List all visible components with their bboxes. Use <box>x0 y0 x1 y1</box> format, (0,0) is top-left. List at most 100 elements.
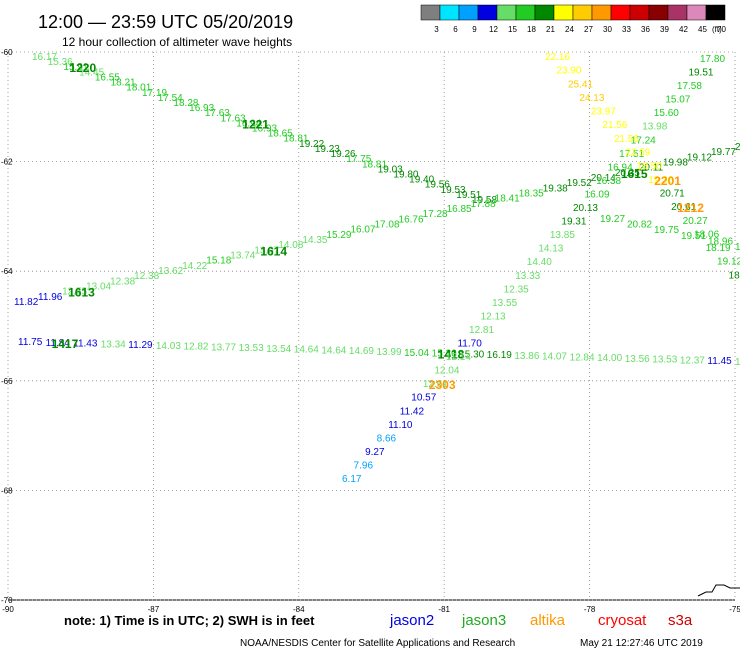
legend-label: 36 <box>641 25 650 34</box>
wave-height-value: 16.55 <box>95 72 120 83</box>
legend-label: 18 <box>527 25 536 34</box>
x-tick-label: -78 <box>584 605 596 614</box>
wave-height-value: 17.75 <box>346 154 371 165</box>
wave-height-value: 13.54 <box>266 344 291 355</box>
wave-height-value: 18.50 <box>637 161 662 172</box>
wave-height-value: 12.61 <box>423 379 448 390</box>
track-B: 11.82 11.96 12.55 13.04 12.38 12.38 13.62 14.22… <box>14 142 740 308</box>
satellite-label: altika <box>530 612 566 629</box>
wave-height-value: 19.27 <box>600 214 625 225</box>
track-D: 6.17 7.96 9.27 8.66 11.10 11.42 10.57 12.61 12.0… <box>342 54 725 485</box>
wave-height-value: 18.35 <box>519 189 544 200</box>
wave-height-value: 20.35 <box>615 168 640 179</box>
y-tick-label: -62 <box>1 158 13 167</box>
wave-height-value: 11.42 <box>400 406 425 417</box>
wave-height-value: 18.41 <box>495 194 520 205</box>
y-tick-label: -70 <box>1 596 13 605</box>
wave-height-value: 19.12 <box>717 257 740 268</box>
wave-height-value: 14.69 <box>349 346 374 357</box>
legend-swatch <box>686 4 707 21</box>
wave-height-value: 17.58 <box>677 81 702 92</box>
wave-height-value: 15.18 <box>206 256 231 267</box>
y-tick-label: -66 <box>1 377 13 386</box>
wave-height-value: 13.55 <box>492 298 517 309</box>
wave-height-value: 13.77 <box>211 342 236 353</box>
track-E: 22.16 23.90 25.41 24.13 23.97 21.56 21.56 22.59… <box>545 52 740 281</box>
legend-label: 39 <box>660 25 669 34</box>
wave-height-value: 23.97 <box>591 107 616 118</box>
wave-height-value: 18.06 <box>694 229 719 240</box>
wave-height-value: 18.01 <box>126 83 151 94</box>
wave-height-value: 14.64 <box>321 345 346 356</box>
wave-height-value: 19.03 <box>378 164 403 175</box>
legend-label: 27 <box>584 25 593 34</box>
wave-height-value: 11.96 <box>38 292 63 303</box>
wave-height-value: 16.19 <box>487 350 512 361</box>
wave-height-value: 16.09 <box>585 189 610 200</box>
wave-height-value: 13.53 <box>239 343 264 354</box>
wave-height-value: 19.22 <box>299 139 324 150</box>
wave-height-value: 19.98 <box>663 158 688 169</box>
wave-height-value: 13.62 <box>158 266 183 277</box>
footer-credit: NOAA/NESDIS Center for Satellite Applica… <box>240 638 515 649</box>
wave-height-value: 16.07 <box>350 225 375 236</box>
wave-height-value: 19.75 <box>654 225 679 236</box>
axis-labels: -90 -87 -84 -81 -78 -75 -60 -62 -64 -66 -68 -70 <box>1 48 740 614</box>
wave-height-value: 24.13 <box>579 93 604 104</box>
y-tick-label: -60 <box>1 48 13 57</box>
wave-height-value: 21.56 <box>614 134 639 145</box>
coastline <box>697 584 740 597</box>
wave-height-value: 21.56 <box>602 120 627 131</box>
wave-height-value: 12.35 <box>735 357 740 368</box>
legend-swatch <box>610 4 631 21</box>
wave-height-value: 11.75 <box>18 337 43 348</box>
wave-height-value: 14.64 <box>294 345 319 356</box>
y-tick-label: -68 <box>1 486 13 495</box>
wave-height-value: 16.93 <box>189 103 214 114</box>
wave-height-value: 19.51 <box>681 231 706 242</box>
wave-height-value: 19.77 <box>711 147 736 158</box>
wave-height-value: 15.60 <box>654 108 679 119</box>
pass-time-label: 1615 <box>621 167 648 181</box>
wave-height-value: 22.59 <box>625 148 650 159</box>
legend-swatch <box>572 4 593 21</box>
x-tick-label: -84 <box>293 605 305 614</box>
wave-height-value: 19.58 <box>472 195 497 206</box>
wave-height-value: 19.52 <box>567 178 592 189</box>
pass-time-label: 1418 <box>438 348 465 362</box>
wave-height-value: 17.63 <box>205 108 230 119</box>
page-subtitle: 12 hour collection of altimeter wave hei… <box>62 35 292 49</box>
legend-label: 21 <box>546 25 555 34</box>
wave-height-value: 17.28 <box>423 209 448 220</box>
wave-height-value: 12.37 <box>680 355 705 366</box>
wave-height-value: 17.19 <box>142 88 167 99</box>
legend-swatch <box>439 4 460 21</box>
wave-height-value: 25.41 <box>568 79 593 90</box>
wave-height-value: 8.66 <box>377 433 397 444</box>
wave-height-value: 13.98 <box>642 122 667 133</box>
wave-height-value: 16.85 <box>447 204 472 215</box>
wave-height-value: 14.22 <box>182 261 207 272</box>
satellite-tracks: 16.1715.3615.9114.4516.5518.2118.0117.19… <box>14 52 740 485</box>
wave-height-value: 16.76 <box>399 214 424 225</box>
satellite-label: cryosat <box>598 612 647 629</box>
wave-height-value: 20.27 <box>683 216 708 227</box>
wave-height-value: 19.23 <box>315 144 340 155</box>
wave-height-value: 13.34 <box>101 339 126 350</box>
wave-height-value: 12.38 <box>134 271 159 282</box>
wave-height-value: 15.07 <box>665 95 690 106</box>
pass-time-label: 1614 <box>260 244 287 258</box>
legend-swatch <box>534 4 555 21</box>
wave-height-value: 16.38 <box>596 176 621 187</box>
legend-swatch <box>458 4 479 21</box>
wave-height-value: 18.19 <box>706 243 731 254</box>
legend-swatch <box>591 4 612 21</box>
page-title: 12:00 — 23:59 UTC 05/20/2019 <box>38 12 293 32</box>
wave-height-value: 18.81 <box>362 159 387 170</box>
wave-height-value: 17.4 <box>735 242 740 253</box>
legend-label: 45 <box>698 25 707 34</box>
legend-swatch <box>705 4 726 21</box>
wave-height-value: 11.82 <box>14 297 39 308</box>
